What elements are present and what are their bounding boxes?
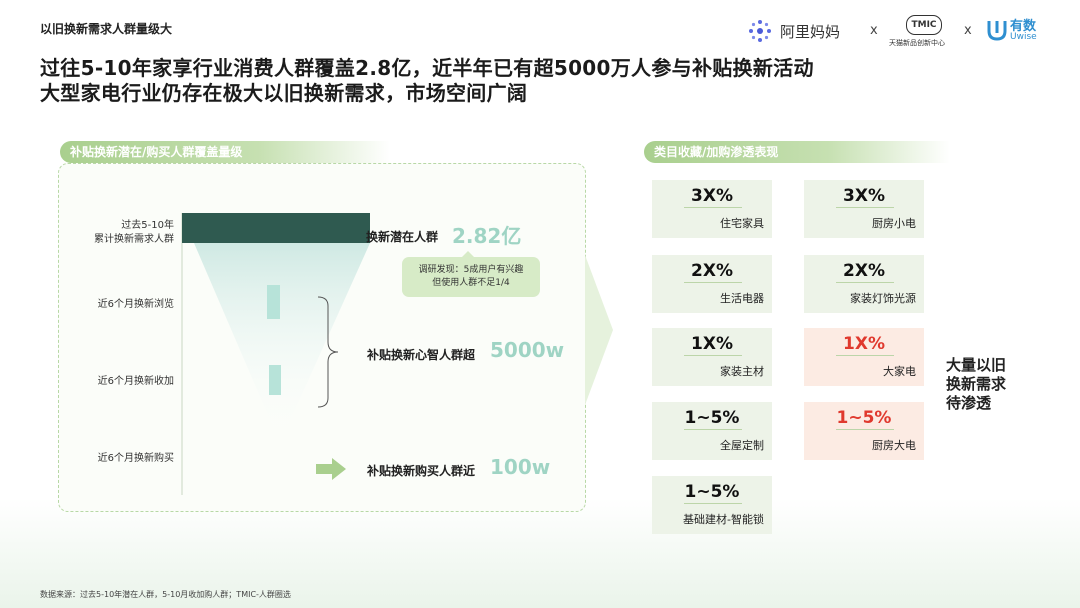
bracket-icon [317, 296, 339, 408]
card-building-materials-smart-lock: 1~5% 基础建材-智能锁 [652, 476, 772, 534]
uwise-logo-text: 有数 [1010, 19, 1037, 34]
funnel-shape [194, 243, 370, 443]
funnel-bar-collect [269, 365, 281, 395]
chevron-right-icon [585, 255, 613, 405]
left-panel-tag: 补贴换新潜在/购买人群覆盖量级 [60, 141, 390, 163]
right-panel-tag: 类目收藏/加购渗透表现 [644, 141, 950, 163]
result-potential-label: 换新潜在人群 [366, 230, 439, 244]
footer-source: 数据来源：过去5-10年潜在人群，5-10月收加购人群；TMIC-人群圈选 [40, 590, 291, 599]
arrow-right-icon [316, 458, 346, 480]
card-living-appliances: 2X% 生活电器 [652, 255, 772, 313]
card-home-main-materials: 1X% 家装主材 [652, 328, 772, 386]
uwise-logo-en: Uwise [1010, 32, 1037, 42]
card-kitchen-large-appliances: 1~5% 厨房大电 [804, 402, 924, 460]
card-whole-house-custom: 1~5% 全屋定制 [652, 402, 772, 460]
alimama-logo-icon [749, 20, 771, 42]
result-purchase-value: 100w [490, 455, 551, 479]
row-label-purchase: 近6个月换新购买 [97, 453, 174, 464]
logo-separator-1: x [870, 23, 878, 38]
row-label-collect: 近6个月换新收加 [97, 376, 174, 387]
headline-line-1: 过往5-10年家享行业消费人群覆盖2.8亿，近半年已有超5000万人参与补贴换新… [40, 56, 814, 80]
logo-separator-2: x [964, 23, 972, 38]
result-purchase-label: 补贴换新购买人群近 [367, 464, 476, 478]
card-kitchen-small-appliances: 3X% 厨房小电 [804, 180, 924, 238]
funnel-chart [181, 213, 370, 495]
uwise-logo-icon [987, 21, 1007, 41]
result-mindshare-label: 补贴换新心智人群超 [367, 348, 476, 362]
card-home-lighting: 2X% 家装灯饰光源 [804, 255, 924, 313]
section-title: 以旧换新需求人群量级大 [40, 22, 173, 36]
row-label-potential: 过去5-10年 累计换新需求人群 [94, 220, 174, 245]
survey-callout: 调研发现：5成用户有兴趣 但使用人群不足1/4 [402, 251, 540, 297]
side-callout: 大量以旧 换新需求 待渗透 [946, 356, 1007, 412]
headline-line-2: 大型家电行业仍存在极大以旧换新需求，市场空间广阔 [40, 81, 528, 105]
result-mindshare-value: 5000w [490, 338, 565, 362]
alimama-logo-text: 阿里妈妈 [780, 23, 841, 41]
headline: 过往5-10年家享行业消费人群覆盖2.8亿，近半年已有超5000万人参与补贴换新… [40, 56, 1050, 106]
survey-callout-pointer [462, 251, 474, 257]
survey-line-1: 调研发现：5成用户有兴趣 [418, 265, 524, 275]
card-large-appliances: 1X% 大家电 [804, 328, 924, 386]
survey-line-2: 但使用人群不足1/4 [432, 278, 510, 288]
funnel-bar-potential [182, 213, 370, 243]
tmic-logo: TMIC [906, 15, 942, 35]
card-residential-furniture: 3X% 住宅家具 [652, 180, 772, 238]
funnel-bar-browse [267, 285, 280, 319]
result-potential-value: 2.82亿 [452, 224, 522, 248]
tmic-logo-subtitle: 天猫新品创新中心 [889, 39, 945, 47]
row-label-browse: 近6个月换新浏览 [97, 299, 174, 310]
logo-bar: 阿里妈妈 x TMIC 天猫新品创新中心 x 有数 Uwise [746, 15, 1058, 47]
